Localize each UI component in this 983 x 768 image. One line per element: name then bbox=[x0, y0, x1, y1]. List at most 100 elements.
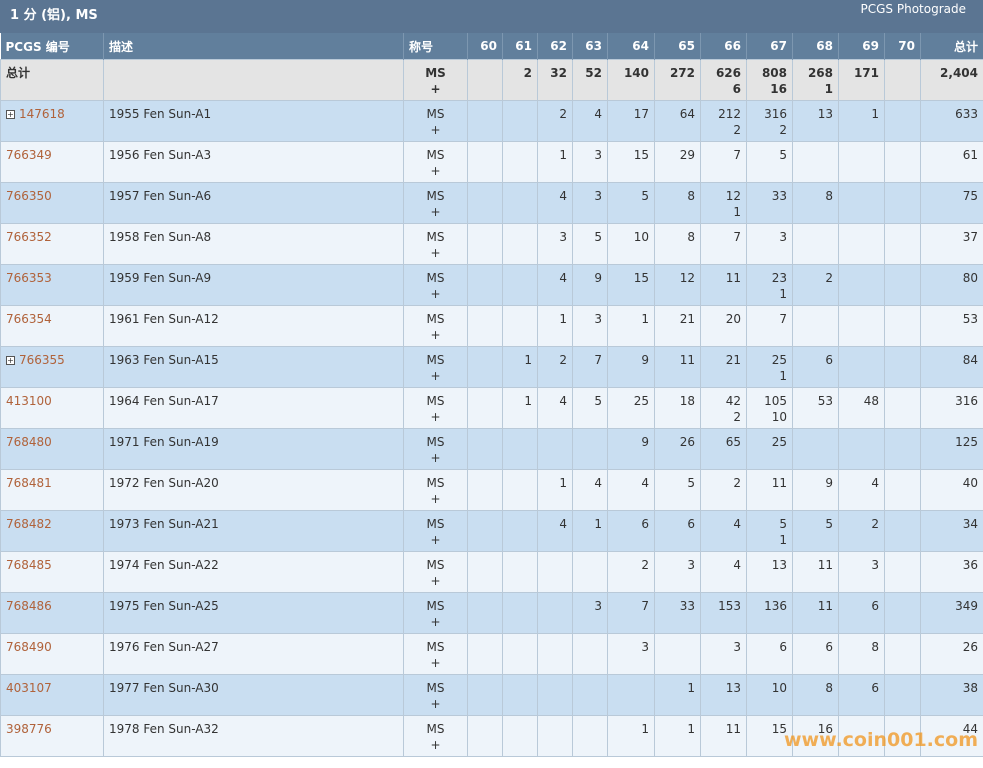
cell-value: 1956 Fen Sun-A3 bbox=[109, 148, 212, 162]
cell-plus-value: + bbox=[430, 369, 441, 383]
grade-cell: 11 bbox=[700, 264, 747, 306]
total-cell: 349 bbox=[920, 592, 983, 634]
grade-cell: 10 bbox=[746, 674, 793, 716]
coin-id-link[interactable]: 403107 bbox=[6, 681, 52, 695]
grade-cell: 268 1 bbox=[792, 59, 839, 101]
designation-cell: MS + bbox=[403, 551, 468, 593]
cell-value: 1971 Fen Sun-A19 bbox=[109, 435, 219, 449]
cell-value: 12 bbox=[725, 189, 741, 203]
cell-value: MS bbox=[426, 722, 445, 736]
cell-value: 3 bbox=[594, 312, 602, 326]
grade-cell: 7 bbox=[700, 223, 747, 265]
grade-cell: 3 bbox=[700, 633, 747, 675]
id-cell: 768490 bbox=[0, 633, 104, 675]
cell-value: 1961 Fen Sun-A12 bbox=[109, 312, 219, 326]
total-cell: 53 bbox=[920, 305, 983, 347]
cell-plus-value: 1 bbox=[779, 533, 787, 547]
coin-id-link[interactable]: 768481 bbox=[6, 476, 52, 490]
id-cell: 768482 bbox=[0, 510, 104, 552]
cell-value: MS bbox=[426, 599, 445, 613]
grade-cell bbox=[792, 223, 839, 265]
grade-cell: 9 bbox=[792, 469, 839, 511]
cell-value: 7 bbox=[641, 599, 649, 613]
coin-id-link[interactable]: 766352 bbox=[6, 230, 52, 244]
grade-cell bbox=[467, 592, 503, 634]
cell-value: 1 bbox=[524, 353, 532, 367]
designation-cell: MS + bbox=[403, 387, 468, 429]
total-cell: 37 bbox=[920, 223, 983, 265]
column-header: 69 bbox=[838, 33, 885, 60]
coin-id-link[interactable]: 768486 bbox=[6, 599, 52, 613]
designation-cell: MS + bbox=[403, 141, 468, 183]
coin-row: 413100 1964 Fen Sun-A17 MS +1 4 5 25 18 42 2 105 10… bbox=[0, 387, 983, 429]
grade-cell bbox=[467, 100, 503, 142]
grade-cell: 4 bbox=[537, 264, 573, 306]
grade-cell bbox=[467, 182, 503, 224]
total-cell: 34 bbox=[920, 510, 983, 552]
coin-id-link[interactable]: 398776 bbox=[6, 722, 52, 736]
grade-cell bbox=[537, 428, 573, 470]
desc-cell: 1972 Fen Sun-A20 bbox=[103, 469, 404, 511]
cell-value: 140 bbox=[623, 66, 649, 80]
coin-id-link[interactable]: 766355 bbox=[19, 353, 65, 367]
grade-cell: 1 bbox=[572, 510, 608, 552]
cell-value: 4 bbox=[559, 189, 567, 203]
cell-value: 40 bbox=[962, 476, 978, 490]
cell-value: MS bbox=[426, 640, 445, 654]
cell-value: 25 bbox=[771, 353, 787, 367]
coin-id-link[interactable]: 766353 bbox=[6, 271, 52, 285]
coin-id-link[interactable]: 768485 bbox=[6, 558, 52, 572]
grade-cell: 6 bbox=[838, 674, 885, 716]
cell-value: 8 bbox=[687, 230, 695, 244]
grade-cell: 3 bbox=[572, 141, 608, 183]
expand-icon[interactable]: + bbox=[6, 110, 15, 119]
coin-row: 403107 1977 Fen Sun-A30 MS +1 13 10 8 6 38 bbox=[0, 674, 983, 716]
cell-value: 33 bbox=[771, 189, 787, 203]
coin-id-link[interactable]: 768490 bbox=[6, 640, 52, 654]
grade-cell bbox=[838, 305, 885, 347]
cell-value: 1974 Fen Sun-A22 bbox=[109, 558, 219, 572]
photograde-link[interactable]: PCGS Photograde bbox=[860, 2, 966, 16]
cell-value: 8 bbox=[687, 189, 695, 203]
grade-cell: 25 1 bbox=[746, 346, 793, 388]
designation-cell: MS + bbox=[403, 223, 468, 265]
grade-cell: 2 bbox=[537, 100, 573, 142]
grade-cell bbox=[502, 428, 538, 470]
coin-id-link[interactable]: 768482 bbox=[6, 517, 52, 531]
coin-id-link[interactable]: 147618 bbox=[19, 107, 65, 121]
desc-cell: 1958 Fen Sun-A8 bbox=[103, 223, 404, 265]
cell-value: 125 bbox=[955, 435, 978, 449]
cell-value: 5 bbox=[594, 394, 602, 408]
grade-cell: 2 bbox=[700, 469, 747, 511]
grade-cell: 7 bbox=[746, 305, 793, 347]
expand-icon[interactable]: + bbox=[6, 356, 15, 365]
id-cell: 766353 bbox=[0, 264, 104, 306]
cell-value: 1976 Fen Sun-A27 bbox=[109, 640, 219, 654]
designation-cell: MS + bbox=[403, 510, 468, 552]
desc-cell: 1957 Fen Sun-A6 bbox=[103, 182, 404, 224]
grade-cell: 52 bbox=[572, 59, 608, 101]
total-cell: 36 bbox=[920, 551, 983, 593]
cell-value: 268 bbox=[807, 66, 833, 80]
grade-cell bbox=[572, 428, 608, 470]
cell-value: 1 bbox=[594, 517, 602, 531]
coin-id-link[interactable]: 413100 bbox=[6, 394, 52, 408]
total-cell: 316 bbox=[920, 387, 983, 429]
coin-id-link[interactable]: 766349 bbox=[6, 148, 52, 162]
grade-cell: 17 bbox=[607, 100, 655, 142]
grade-cell: 2 bbox=[502, 59, 538, 101]
total-cell: 26 bbox=[920, 633, 983, 675]
grade-cell: 33 bbox=[654, 592, 701, 634]
grade-cell: 1 bbox=[607, 305, 655, 347]
column-header: 61 bbox=[502, 33, 538, 60]
cell-plus-value: 1 bbox=[779, 369, 787, 383]
grade-cell bbox=[884, 264, 921, 306]
grade-cell: 3 bbox=[838, 551, 885, 593]
desc-cell: 1978 Fen Sun-A32 bbox=[103, 715, 404, 757]
grade-cell bbox=[572, 715, 608, 757]
cell-value: 7 bbox=[779, 312, 787, 326]
coin-id-link[interactable]: 768480 bbox=[6, 435, 52, 449]
coin-id-link[interactable]: 766350 bbox=[6, 189, 52, 203]
coin-id-link[interactable]: 766354 bbox=[6, 312, 52, 326]
